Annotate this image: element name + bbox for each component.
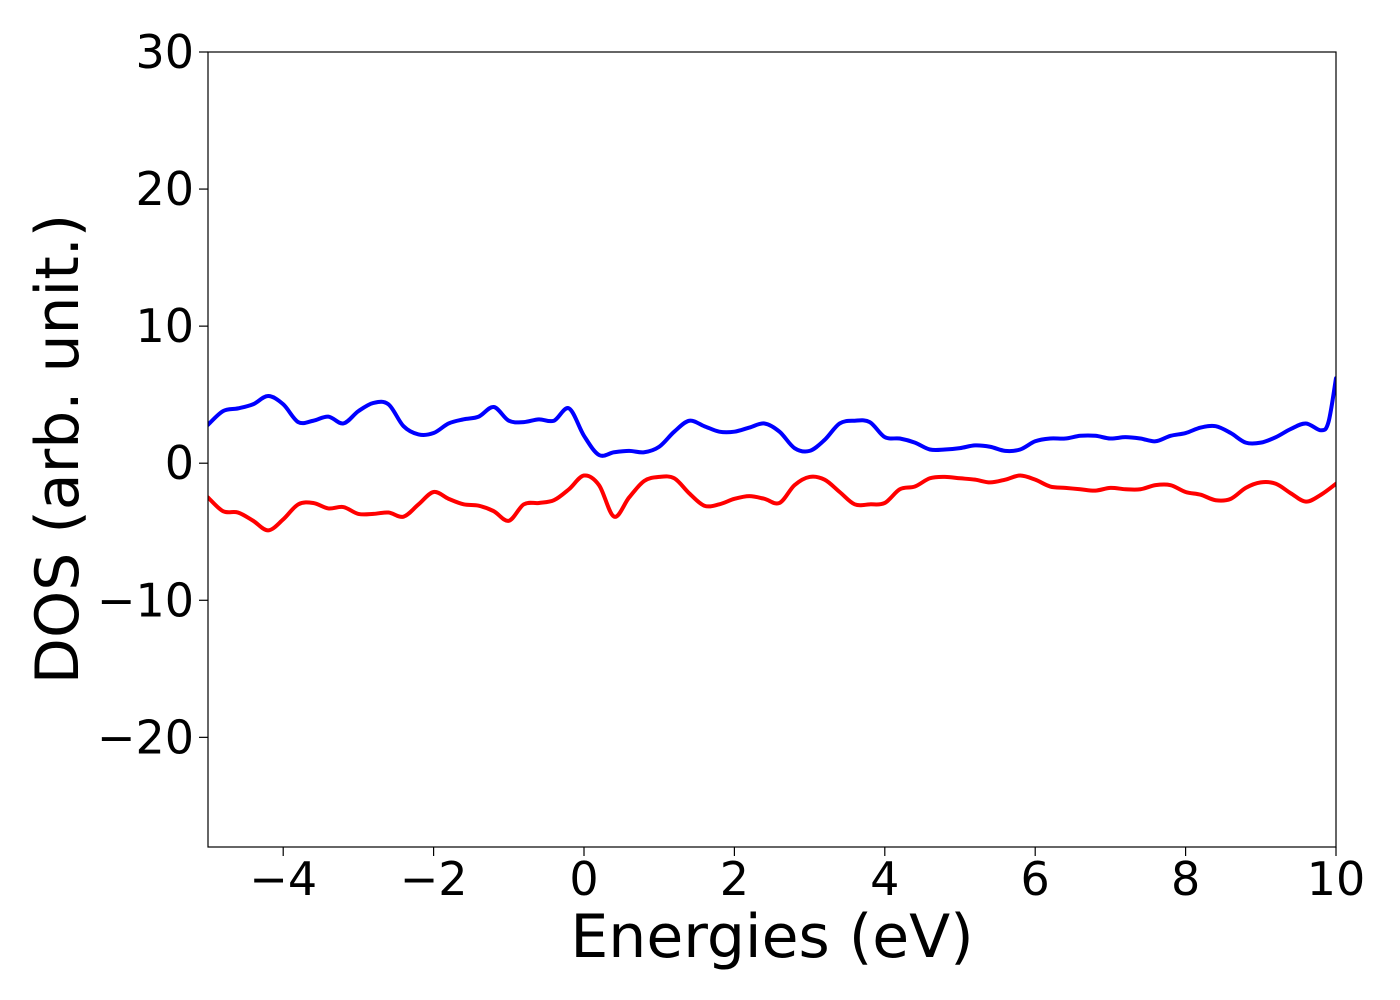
y-axis-label: DOS (arb. unit.) — [23, 214, 93, 684]
y-tick-label: 30 — [135, 25, 194, 79]
y-tick-label: −10 — [97, 573, 194, 627]
x-tick-label: 2 — [720, 852, 749, 906]
x-axis: −4 −2 0 2 4 6 8 10 — [249, 847, 1365, 906]
x-axis-label: Energies (eV) — [570, 902, 973, 972]
x-tick-label: 10 — [1307, 852, 1366, 906]
series-line-red — [208, 473, 1336, 533]
y-axis: −20 −10 0 10 20 30 — [97, 25, 208, 764]
x-tick-label: 6 — [1021, 852, 1050, 906]
x-tick-label: 8 — [1171, 852, 1200, 906]
x-tick-label: −4 — [249, 852, 317, 906]
y-tick-label: −20 — [97, 710, 194, 764]
plot-frame — [207, 51, 1337, 848]
x-tick-label: −2 — [400, 852, 468, 906]
x-tick-label: 4 — [870, 852, 899, 906]
plot-area-background — [208, 52, 1336, 847]
series-layer — [208, 376, 1336, 533]
y-tick-label: 10 — [135, 299, 194, 353]
y-tick-label: 0 — [165, 436, 194, 490]
series-line-blue — [208, 376, 1336, 458]
x-tick-label: 0 — [569, 852, 598, 906]
y-tick-label: 20 — [135, 162, 194, 216]
